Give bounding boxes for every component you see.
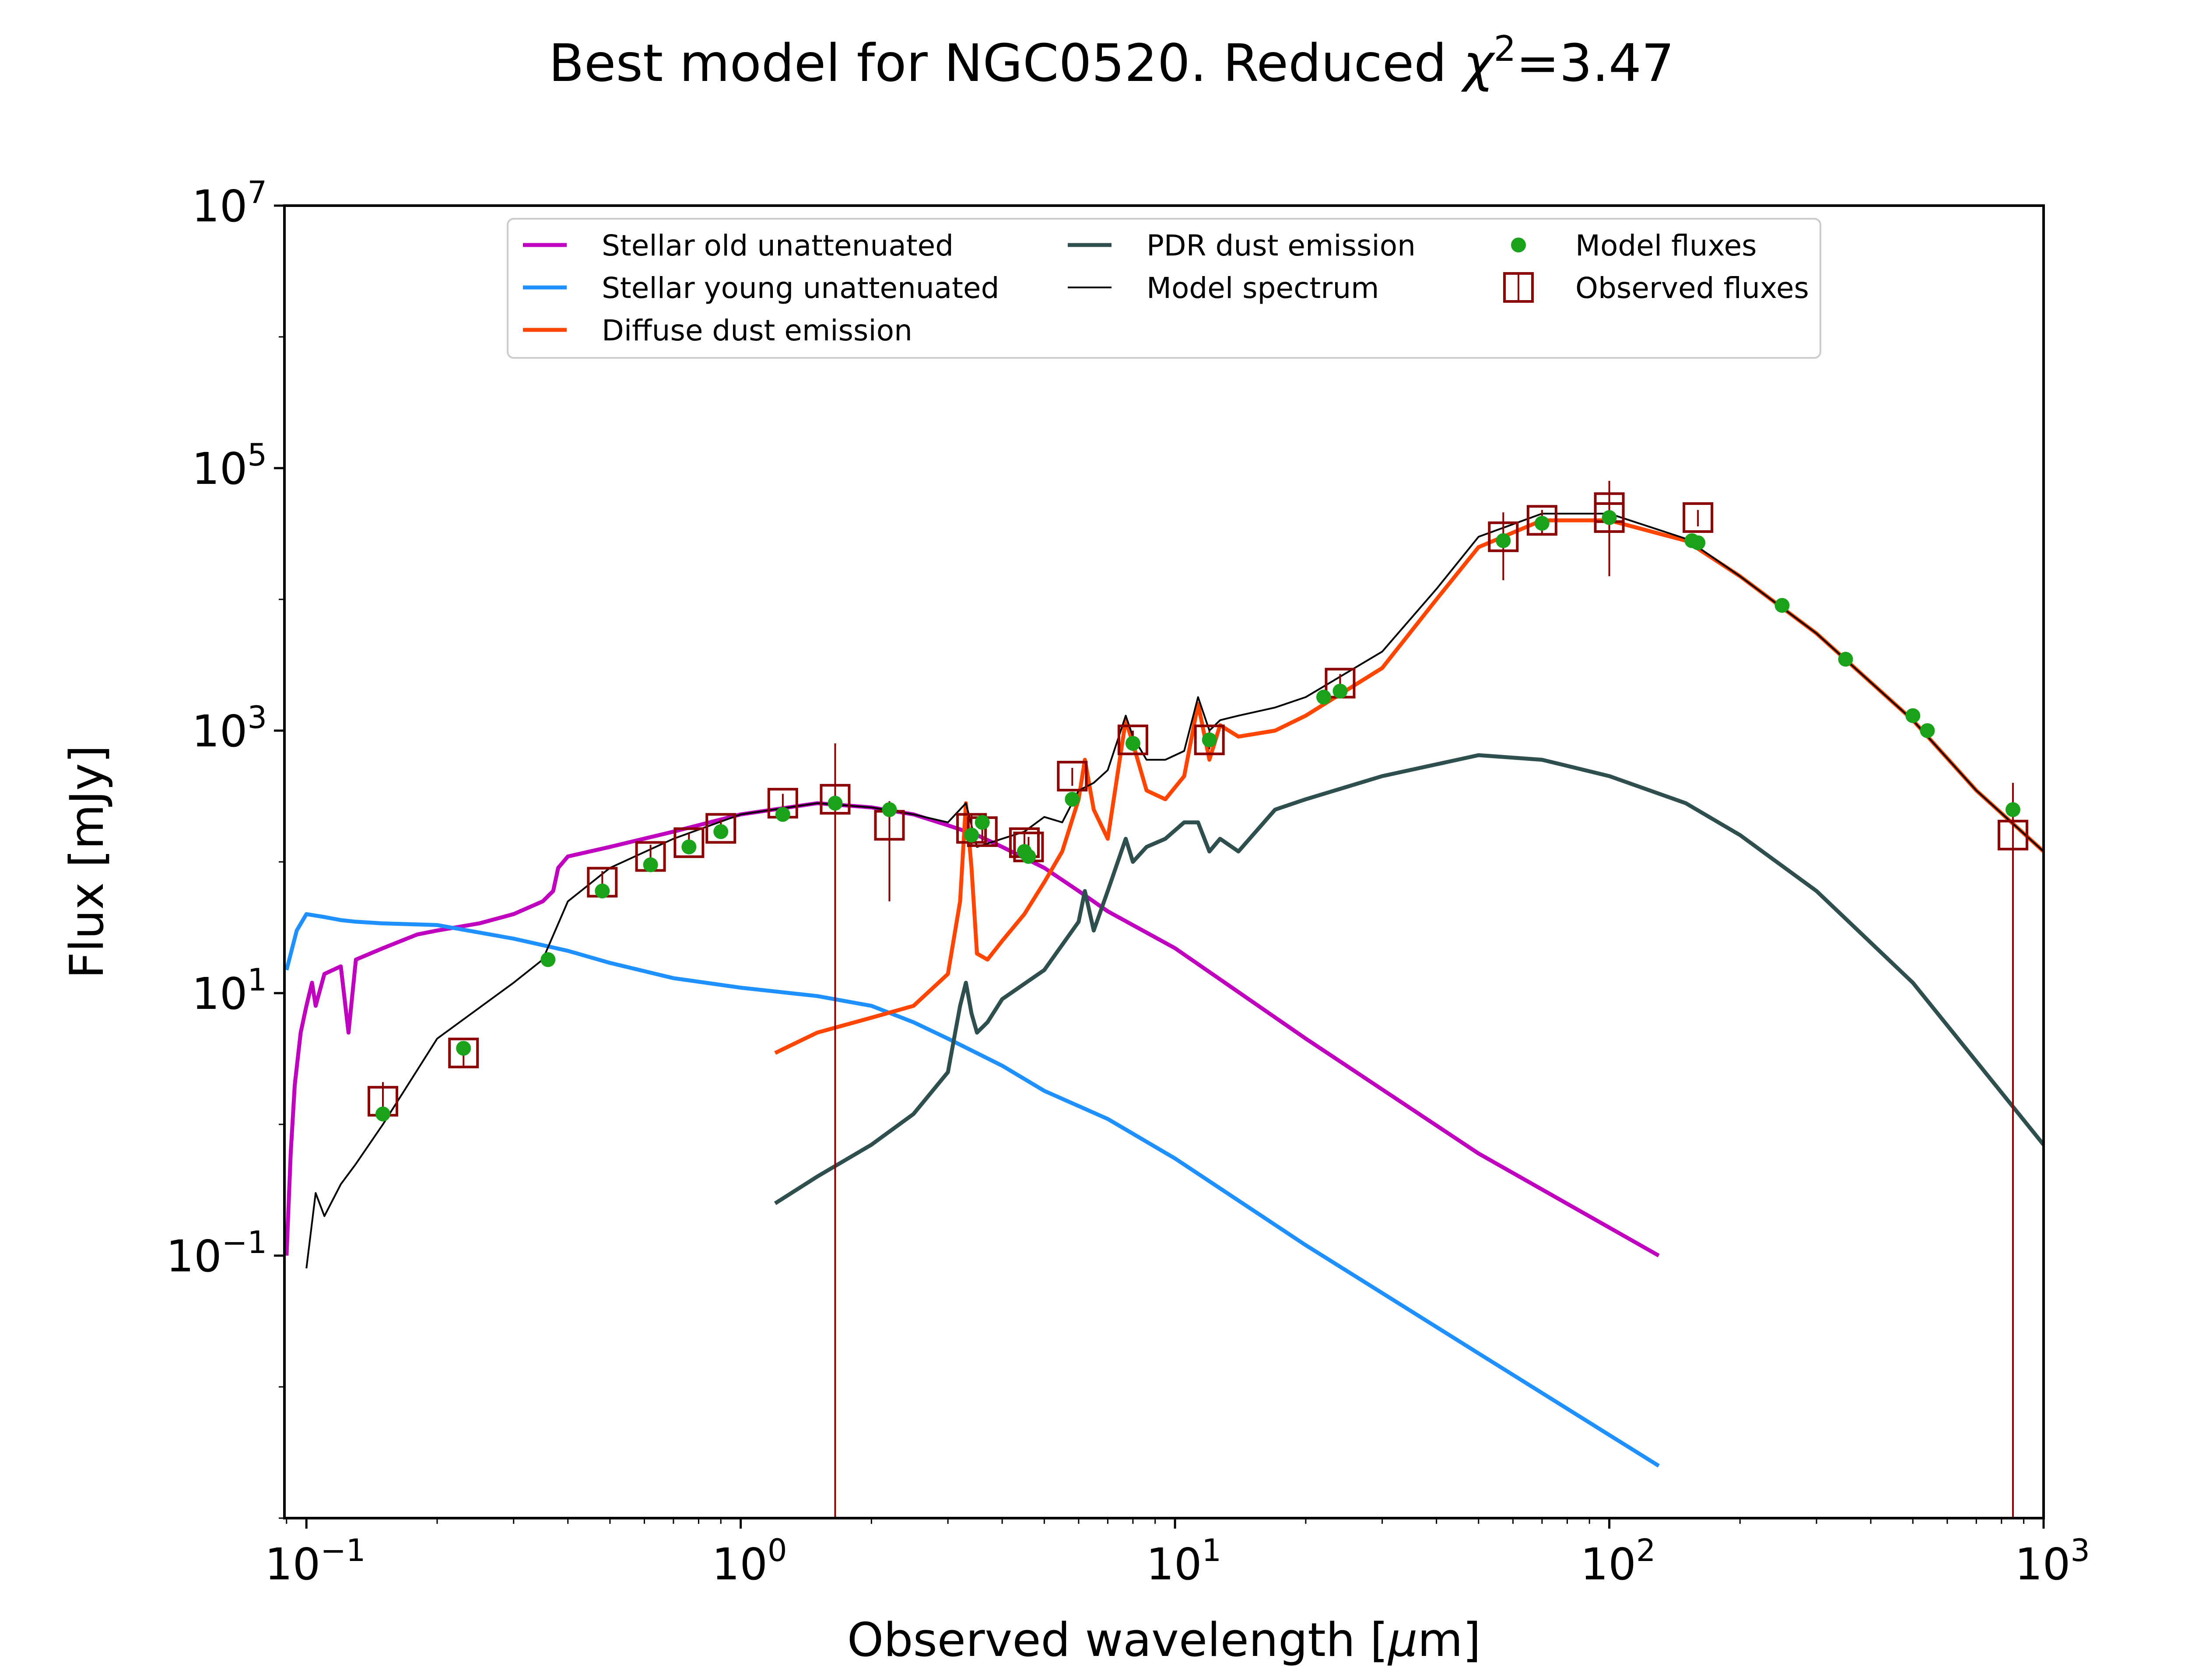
model-flux-point xyxy=(540,952,556,967)
observed-flux-marker xyxy=(673,827,705,858)
legend-item-stellar-young-unattenuated: Stellar young unattenuated xyxy=(523,271,999,305)
model-flux-point xyxy=(1021,849,1036,864)
model-flux-point xyxy=(1065,791,1080,807)
model-flux-point xyxy=(1496,533,1511,548)
observed-flux-marker xyxy=(705,813,736,844)
series-line-stellar-young-unattenuated xyxy=(284,912,1660,1468)
observed-flux-marker xyxy=(1526,505,1557,536)
series-line-stellar-old-unattenuated xyxy=(284,801,1660,1257)
model-flux-point xyxy=(1774,598,1790,613)
chart-title: Best model for NGC0520. Reduced χ2=3.47 xyxy=(549,28,1674,93)
model-flux-point xyxy=(964,827,979,843)
model-flux-point xyxy=(2005,802,2020,817)
observed-flux-marker xyxy=(820,784,851,815)
model-flux-point xyxy=(1838,651,1853,667)
legend-item-stellar-old-unattenuated: Stellar old unattenuated xyxy=(523,229,954,262)
model-flux-point xyxy=(375,1106,390,1122)
legend-item-pdr-dust-emission: PDR dust emission xyxy=(1068,229,1416,262)
model-flux-point xyxy=(1202,732,1217,748)
model-flux-point xyxy=(828,795,843,811)
model-flux-point xyxy=(595,883,610,899)
observed-flux-marker xyxy=(1488,521,1519,552)
observed-flux-marker xyxy=(1057,761,1088,792)
observed-flux-marker xyxy=(448,1037,479,1068)
tick-label: 105 xyxy=(192,437,267,494)
title-exponent: 2 xyxy=(1494,28,1516,69)
model-flux-point xyxy=(1905,708,1921,723)
model-flux-point xyxy=(1602,510,1617,525)
model-flux-point xyxy=(1690,535,1706,550)
tick-label: 100 xyxy=(712,1533,787,1590)
axis-ticks: 10−1 100 101 102 103 10−1 101 103 105 107 xyxy=(166,175,2090,1590)
model-flux-point xyxy=(1920,723,1935,738)
model-flux-point xyxy=(975,815,990,830)
legend-label: Model spectrum xyxy=(1147,271,1379,305)
tick-label: 103 xyxy=(2015,1533,2090,1590)
model-flux-point xyxy=(456,1041,471,1056)
x-axis-label: Observed wavelength [μm] xyxy=(847,1613,1481,1667)
observed-flux-marker xyxy=(1997,819,2028,850)
tick-label: 101 xyxy=(192,962,267,1019)
observed-flux-marker xyxy=(1594,502,1625,533)
tick-label: 10−1 xyxy=(265,1533,365,1590)
legend: Stellar old unattenuated Stellar young un… xyxy=(507,218,1821,359)
legend-label: Stellar young unattenuated xyxy=(602,271,999,305)
model-flux-point xyxy=(775,807,790,822)
tick-label: 101 xyxy=(1146,1533,1221,1590)
series-layer xyxy=(284,513,2044,1468)
legend-item-diffuse-dust-emission: Diffuse dust emission xyxy=(523,314,912,347)
legend-swatch xyxy=(1511,238,1526,252)
legend-label: Observed fluxes xyxy=(1575,271,1809,305)
tick-label: 10−1 xyxy=(166,1225,267,1282)
observed-flux-marker xyxy=(1194,724,1225,756)
model-flux-point xyxy=(882,802,897,817)
title-chi: χ xyxy=(1461,33,1496,93)
title-value: =3.47 xyxy=(1516,33,1674,93)
model-flux-point xyxy=(1125,736,1140,751)
model-flux-point xyxy=(1316,690,1331,705)
legend-item-model-spectrum: Model spectrum xyxy=(1068,271,1379,305)
legend-box xyxy=(507,218,1821,359)
points-layer xyxy=(367,481,2028,1518)
model-flux-point xyxy=(1534,516,1550,531)
series-line-pdr-dust-emission xyxy=(774,753,2044,1205)
observed-flux-marker xyxy=(1683,502,1714,533)
model-flux-point xyxy=(713,824,729,839)
y-axis-label: Flux [mJy] xyxy=(60,745,114,979)
legend-label: Model fluxes xyxy=(1575,229,1757,262)
legend-item-observed-fluxes: Observed fluxes xyxy=(1503,271,1809,305)
model-flux-point xyxy=(1332,683,1348,699)
legend-label: Stellar old unattenuated xyxy=(602,229,954,262)
tick-label: 103 xyxy=(192,700,267,757)
observed-flux-marker xyxy=(1117,724,1148,756)
legend-label: Diffuse dust emission xyxy=(602,314,912,347)
tick-label: 107 xyxy=(192,175,267,232)
model-flux-point xyxy=(643,857,658,872)
legend-item-model-fluxes: Model fluxes xyxy=(1511,229,1757,262)
model-flux-point xyxy=(681,839,697,854)
legend-label: PDR dust emission xyxy=(1147,229,1416,262)
tick-label: 102 xyxy=(1581,1533,1656,1590)
